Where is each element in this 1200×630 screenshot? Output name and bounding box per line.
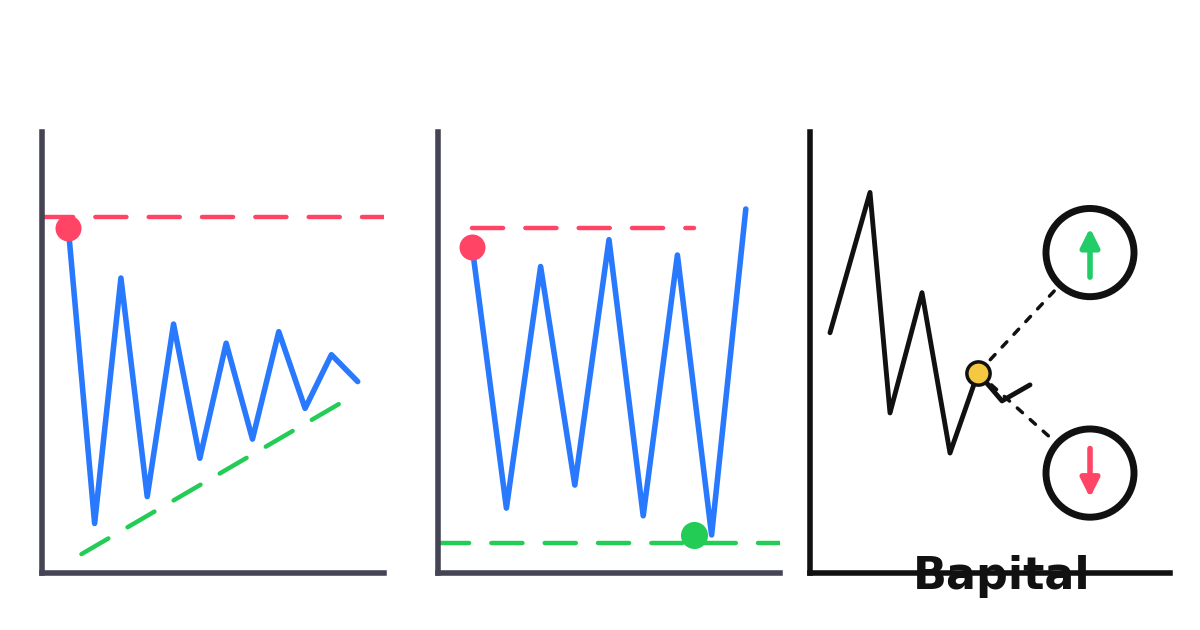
Point: [463, 243, 482, 253]
Point: [59, 223, 78, 233]
Text: Technical Analysis Chart Patterns: Technical Analysis Chart Patterns: [77, 22, 1123, 76]
Circle shape: [1046, 429, 1134, 517]
Point: [968, 368, 988, 378]
Circle shape: [1046, 209, 1134, 297]
Point: [685, 530, 704, 540]
Text: Bapital: Bapital: [913, 555, 1091, 598]
